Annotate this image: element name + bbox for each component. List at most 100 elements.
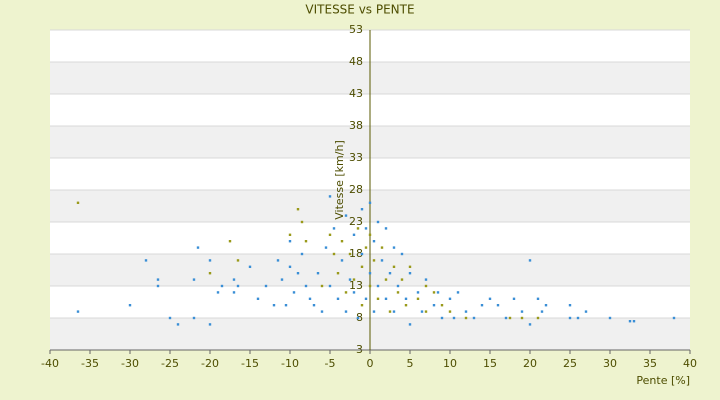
data-point [340, 259, 344, 262]
data-point [196, 246, 200, 249]
data-point [304, 284, 308, 288]
data-point [328, 284, 332, 288]
x-axis-title: Pente [%] [636, 374, 690, 387]
data-point [396, 291, 400, 294]
data-point [472, 316, 476, 320]
data-point [248, 265, 252, 268]
y-tick-label: 38 [349, 119, 363, 132]
data-point [568, 304, 572, 307]
data-point [404, 297, 408, 300]
data-point [380, 259, 384, 262]
data-point [76, 310, 80, 313]
data-point [364, 227, 368, 230]
data-point [168, 316, 172, 320]
data-point [480, 304, 484, 307]
data-point [408, 323, 412, 326]
data-point [376, 297, 380, 300]
data-point [544, 304, 548, 307]
data-point [360, 304, 364, 307]
data-point [536, 297, 540, 300]
data-point [448, 310, 452, 313]
data-point [368, 201, 372, 204]
data-point [416, 291, 420, 294]
data-point [380, 246, 384, 249]
data-point [320, 284, 324, 288]
data-point [236, 259, 240, 262]
data-point [372, 259, 376, 262]
data-point [344, 214, 348, 217]
data-point [216, 291, 220, 294]
data-point [332, 227, 336, 230]
data-point [324, 246, 328, 249]
x-tick-label: -40 [41, 357, 59, 370]
data-point [496, 304, 500, 307]
data-point [672, 316, 676, 320]
data-point [388, 272, 392, 275]
data-point [220, 284, 224, 288]
data-point [372, 310, 376, 313]
data-point [368, 284, 372, 288]
data-point [456, 291, 460, 294]
data-point [628, 320, 632, 323]
data-point [424, 310, 428, 313]
data-point [348, 278, 352, 281]
data-point [416, 297, 420, 300]
data-point [404, 304, 408, 307]
data-point [352, 278, 356, 281]
data-point [376, 220, 380, 224]
data-point [304, 240, 308, 243]
data-point [440, 304, 444, 307]
data-point [632, 320, 636, 323]
data-point [504, 316, 508, 320]
x-tick-label: 35 [643, 357, 657, 370]
data-point [348, 252, 352, 256]
data-point [352, 291, 356, 294]
data-point [208, 323, 212, 326]
x-tick-label: -15 [241, 357, 259, 370]
data-point [316, 272, 320, 275]
x-tick-label: 20 [523, 357, 537, 370]
data-point [512, 297, 516, 300]
data-point [156, 284, 160, 288]
data-point [288, 233, 292, 236]
data-point [236, 284, 240, 288]
data-point [336, 297, 340, 300]
data-point [288, 240, 292, 243]
x-tick-label: 25 [563, 357, 577, 370]
y-tick-label: 13 [349, 279, 363, 292]
data-point [400, 278, 404, 281]
data-point [280, 278, 284, 281]
data-point [576, 316, 580, 320]
y-axis-title: Vitesse [km/h] [333, 140, 346, 220]
data-point [344, 291, 348, 294]
data-point [520, 310, 524, 313]
data-point [328, 195, 332, 198]
data-point [292, 291, 296, 294]
data-point [392, 265, 396, 268]
data-point [488, 297, 492, 300]
data-point [448, 297, 452, 300]
data-point [464, 316, 468, 320]
data-point [208, 259, 212, 262]
data-point [436, 291, 440, 294]
data-point [368, 272, 372, 275]
data-point [584, 310, 588, 313]
data-point [328, 233, 332, 236]
x-tick-label: 0 [367, 357, 374, 370]
y-tick-label: 18 [349, 247, 363, 260]
data-point [384, 227, 388, 230]
data-point [296, 272, 300, 275]
data-point [228, 240, 232, 243]
data-point [384, 297, 388, 300]
data-point [276, 259, 280, 262]
data-point [432, 291, 436, 294]
y-tick-label: 23 [349, 215, 363, 228]
x-tick-label: -25 [161, 357, 179, 370]
y-tick-label: 8 [356, 311, 363, 324]
x-tick-label: -5 [325, 357, 336, 370]
y-tick-label: 53 [349, 23, 363, 36]
data-point [128, 304, 132, 307]
data-point [300, 220, 304, 224]
data-point [232, 291, 236, 294]
x-tick-label: 5 [407, 357, 414, 370]
